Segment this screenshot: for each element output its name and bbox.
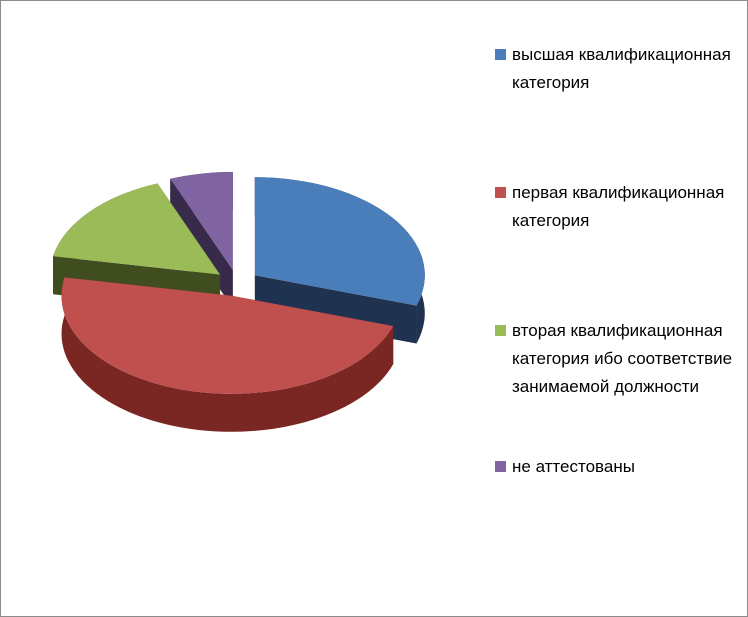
legend-entry: не аттестованы [495,453,740,481]
pie-slice [170,172,233,271]
legend-label: вторая квалификационная категория ибо со… [512,321,733,396]
legend-swatch [495,325,506,336]
slice-side [61,277,394,432]
legend-label: не аттестованы [512,457,635,476]
legend-label: высшая квалификационная категория [512,45,731,92]
legend-swatch [495,49,506,60]
pie-slice [254,177,425,306]
legend-entry: первая квалификационная категория [495,179,740,235]
pie-slice [53,183,221,275]
legend-swatch [495,187,506,198]
legend-swatch [495,461,506,472]
legend-label: первая квалификационная категория [512,183,725,230]
legend-entry: вторая квалификационная категория ибо со… [495,317,740,401]
legend-entry: высшая квалификационная категория [495,41,740,97]
pie-slice [61,277,394,394]
